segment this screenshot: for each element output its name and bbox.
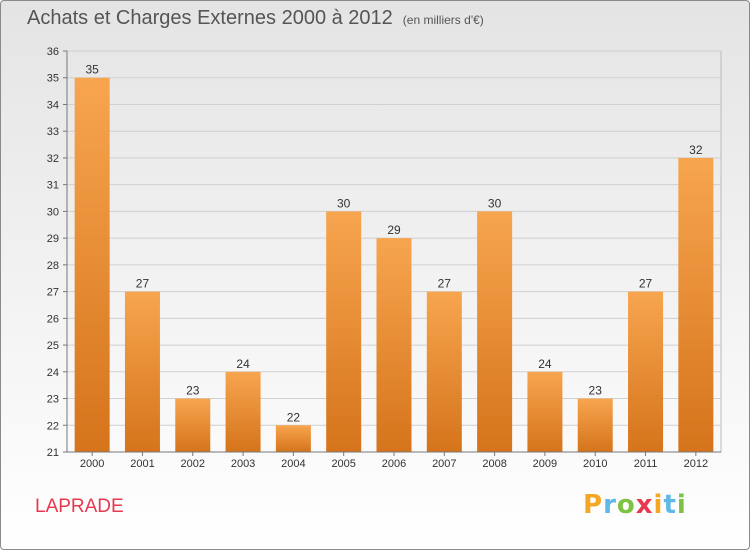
y-tick-label: 31 bbox=[47, 180, 59, 192]
bar-2011[interactable] bbox=[628, 291, 664, 452]
bar-2004[interactable] bbox=[275, 425, 311, 452]
data-label-2010: 23 bbox=[589, 384, 603, 398]
y-tick-label: 36 bbox=[47, 46, 59, 58]
data-label-2008: 30 bbox=[488, 196, 502, 210]
x-tick-label-2006: 2006 bbox=[382, 458, 406, 470]
x-tick-label-2000: 2000 bbox=[80, 458, 104, 470]
x-tick-label-2004: 2004 bbox=[281, 458, 305, 470]
x-tick-label-2008: 2008 bbox=[482, 458, 506, 470]
bar-2005[interactable] bbox=[326, 211, 362, 452]
y-tick-label: 34 bbox=[47, 99, 59, 111]
data-label-2004: 22 bbox=[287, 410, 301, 424]
data-label-2005: 30 bbox=[337, 196, 351, 210]
data-label-2000: 35 bbox=[85, 63, 99, 77]
data-label-2006: 29 bbox=[387, 223, 401, 237]
bar-2003[interactable] bbox=[225, 371, 261, 452]
y-tick-label: 28 bbox=[47, 260, 59, 272]
chart-subtitle: (en milliers d'€) bbox=[402, 13, 484, 27]
bar-2008[interactable] bbox=[477, 211, 513, 452]
y-tick-label: 33 bbox=[47, 126, 59, 138]
bar-2012[interactable] bbox=[678, 157, 714, 452]
data-label-2012: 32 bbox=[689, 143, 703, 157]
data-label-2011: 27 bbox=[639, 277, 653, 291]
logo-letter: i bbox=[676, 490, 687, 520]
x-tick-label-2009: 2009 bbox=[533, 458, 557, 470]
y-tick-label: 22 bbox=[47, 420, 59, 432]
bar-2002[interactable] bbox=[175, 398, 211, 452]
x-tick-label-2001: 2001 bbox=[130, 458, 154, 470]
y-tick-label: 21 bbox=[47, 447, 59, 459]
x-tick-label-2011: 2011 bbox=[634, 458, 658, 470]
y-tick-label: 25 bbox=[47, 340, 59, 352]
y-tick-label: 29 bbox=[47, 233, 59, 245]
y-tick-label: 26 bbox=[47, 313, 59, 325]
logo-letter: P bbox=[583, 490, 604, 520]
y-tick-label: 35 bbox=[47, 73, 59, 85]
y-tick-label: 23 bbox=[47, 394, 59, 406]
logo-letter: x bbox=[635, 490, 654, 520]
x-tick-label-2003: 2003 bbox=[231, 458, 255, 470]
logo-letter: t bbox=[663, 490, 677, 520]
y-tick-label: 24 bbox=[47, 367, 59, 379]
logo-letter: o bbox=[616, 490, 636, 520]
x-tick-label-2002: 2002 bbox=[181, 458, 205, 470]
place-name: LAPRADE bbox=[35, 496, 124, 517]
x-tick-label-2005: 2005 bbox=[331, 458, 355, 470]
data-label-2001: 27 bbox=[136, 277, 150, 291]
bar-2001[interactable] bbox=[124, 291, 160, 452]
bar-2000[interactable] bbox=[74, 77, 110, 452]
y-tick-label: 32 bbox=[47, 153, 59, 165]
bar-2007[interactable] bbox=[426, 291, 462, 452]
x-tick-label-2012: 2012 bbox=[684, 458, 708, 470]
x-tick-label-2010: 2010 bbox=[583, 458, 607, 470]
logo-letter: r bbox=[603, 490, 617, 520]
bar-2006[interactable] bbox=[376, 238, 412, 452]
bar-2010[interactable] bbox=[577, 398, 613, 452]
y-tick-label: 30 bbox=[47, 206, 59, 218]
data-label-2009: 24 bbox=[538, 357, 552, 371]
data-label-2007: 27 bbox=[438, 277, 452, 291]
proxiti-logo[interactable]: Proxiti bbox=[583, 490, 687, 520]
data-label-2003: 24 bbox=[236, 357, 250, 371]
x-tick-label-2007: 2007 bbox=[432, 458, 456, 470]
chart-title: Achats et Charges Externes 2000 à 2012 (e… bbox=[27, 7, 484, 30]
y-tick-label: 27 bbox=[47, 287, 59, 299]
logo-letter: i bbox=[653, 490, 664, 520]
data-label-2002: 23 bbox=[186, 384, 200, 398]
chart-title-text: Achats et Charges Externes 2000 à 2012 bbox=[27, 7, 393, 29]
bar-2009[interactable] bbox=[527, 371, 563, 452]
